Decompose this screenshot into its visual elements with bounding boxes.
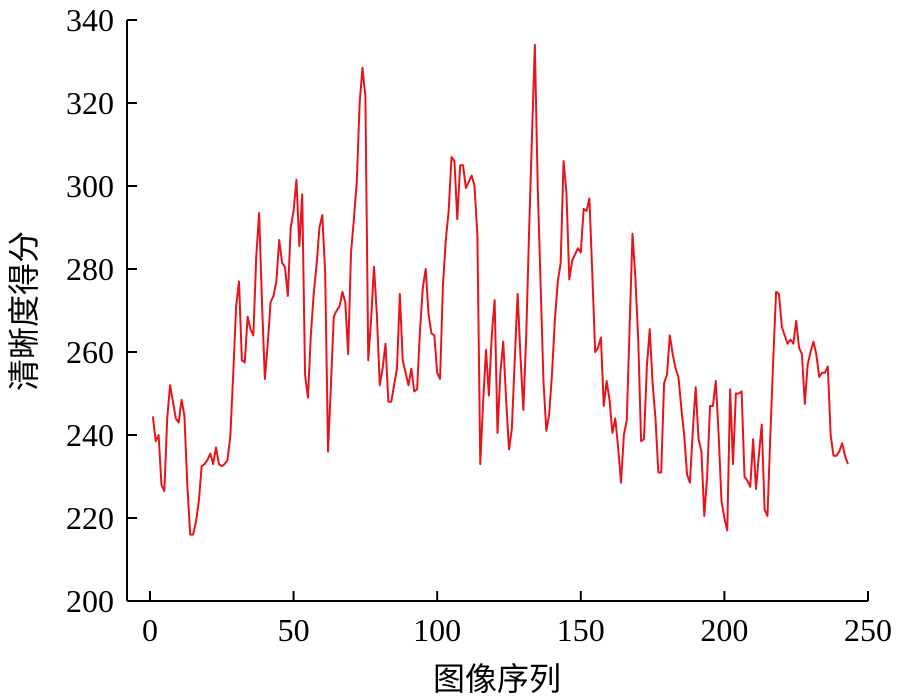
x-axis-ticks: 0 50 100 150 200 250 [142,591,892,648]
y-tick-label: 220 [66,500,114,536]
x-tick-label: 200 [700,612,748,648]
x-tick-label: 0 [142,612,158,648]
y-tick-label: 200 [66,583,114,619]
series-line [151,43,849,536]
y-tick-label: 300 [66,168,114,204]
y-tick-label: 240 [66,417,114,453]
x-tick-label: 150 [557,612,605,648]
y-axis-title: 清晰度得分 [5,231,43,391]
plot-area [151,43,849,536]
x-tick-label: 50 [278,612,310,648]
y-tick-label: 260 [66,334,114,370]
x-axis-title: 图像序列 [433,660,561,698]
y-tick-label: 320 [66,85,114,121]
y-tick-label: 340 [66,2,114,38]
chart-axes [126,20,868,602]
x-tick-label: 100 [413,612,461,648]
y-tick-label: 280 [66,251,114,287]
y-axis-ticks: 200 220 240 260 280 300 320 340 [66,2,137,619]
x-tick-label: 250 [844,612,892,648]
